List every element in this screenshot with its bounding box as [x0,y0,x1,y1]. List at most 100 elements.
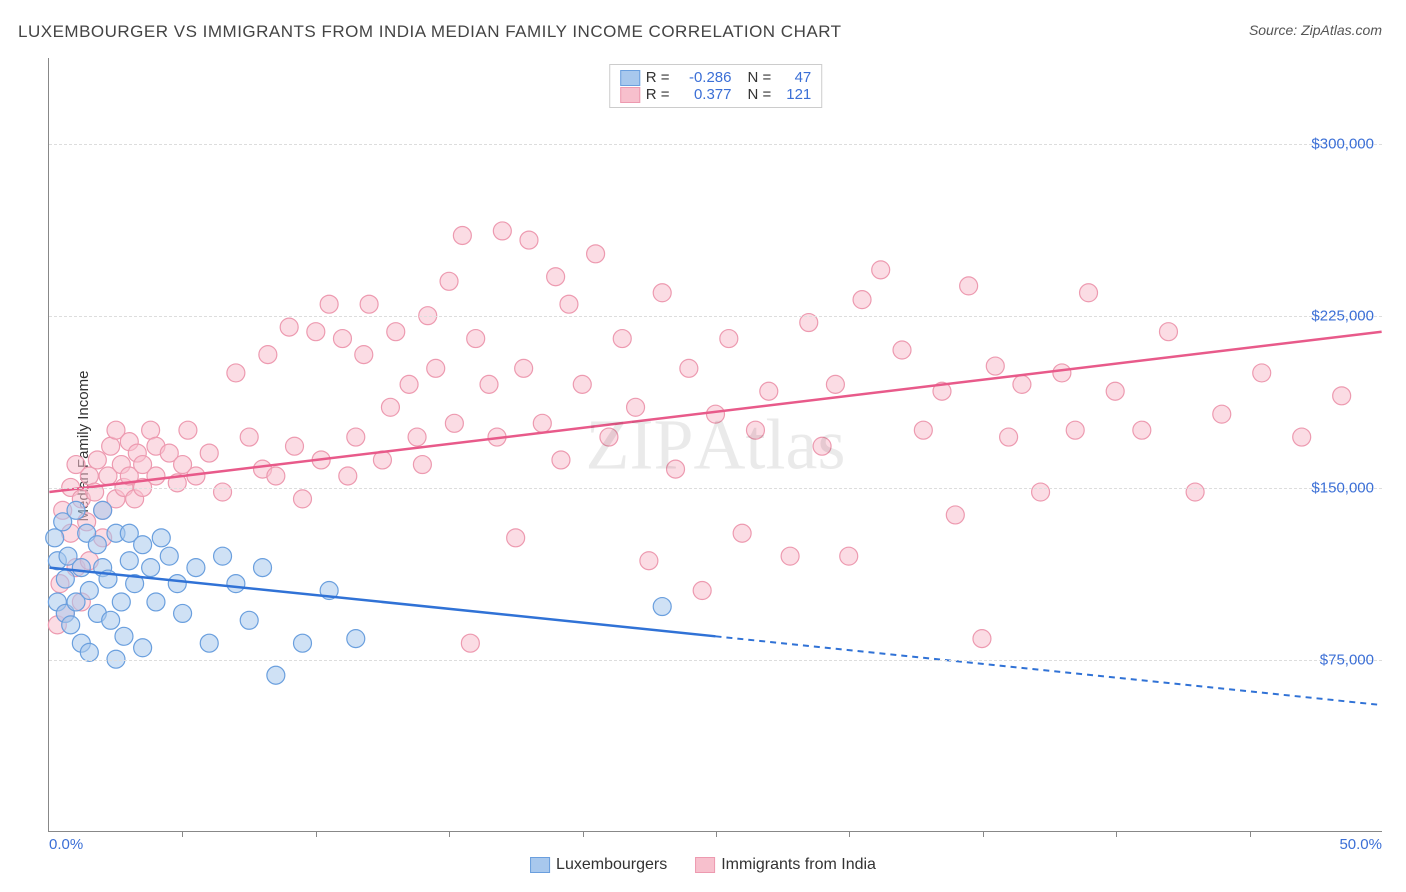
scatter-point [134,639,152,657]
scatter-point [142,559,160,577]
scatter-point [80,643,98,661]
legend-item: Luxembourgers [530,856,667,874]
scatter-point [720,330,738,348]
legend-swatch [695,857,715,873]
r-label: R = [646,69,670,86]
scatter-point [1293,428,1311,446]
scatter-point [333,330,351,348]
scatter-point [667,460,685,478]
scatter-point [613,330,631,348]
n-label: N = [748,69,772,86]
x-tick [1250,831,1251,837]
scatter-point [280,318,298,336]
scatter-point [254,559,272,577]
scatter-point [640,552,658,570]
scatter-point [80,582,98,600]
scatter-point [94,501,112,519]
scatter-point [88,536,106,554]
legend-stats-row: R =0.377N =121 [620,86,812,103]
scatter-point [480,375,498,393]
scatter-point [707,405,725,423]
regression-line-extrapolated [716,636,1382,705]
scatter-point [355,346,373,364]
chart-area: ZIPAtlas R =-0.286N =47R =0.377N =121 $7… [48,58,1382,832]
scatter-point [62,616,80,634]
scatter-point [1066,421,1084,439]
scatter-point [120,552,138,570]
scatter-point [381,398,399,416]
scatter-point [112,593,130,611]
scatter-point [67,501,85,519]
scatter-point [400,375,418,393]
scatter-point [179,421,197,439]
scatter-point [547,268,565,286]
regression-line [49,332,1381,492]
scatter-point [294,634,312,652]
scatter-point [88,451,106,469]
n-value: 121 [777,86,811,103]
scatter-point [826,375,844,393]
scatter-point [1213,405,1231,423]
scatter-point [1080,284,1098,302]
scatter-point [307,323,325,341]
n-value: 47 [777,69,811,86]
scatter-point [147,593,165,611]
scatter-point [960,277,978,295]
scatter-point [1133,421,1151,439]
x-tick [983,831,984,837]
scatter-point [102,611,120,629]
legend-stats-box: R =-0.286N =47R =0.377N =121 [609,64,823,108]
scatter-point [56,570,74,588]
scatter-point [46,529,64,547]
scatter-point [267,666,285,684]
x-tick [449,831,450,837]
scatter-point [1053,364,1071,382]
scatter-point [746,421,764,439]
scatter-point [1333,387,1351,405]
scatter-point [240,611,258,629]
scatter-point [200,444,218,462]
legend-label: Luxembourgers [556,856,667,874]
legend-swatch [530,857,550,873]
scatter-point [560,295,578,313]
scatter-point [1013,375,1031,393]
scatter-point [227,364,245,382]
scatter-point [227,575,245,593]
x-max-label: 50.0% [1339,836,1382,853]
scatter-point [347,428,365,446]
scatter-point [445,414,463,432]
scatter-point [200,634,218,652]
chart-title: LUXEMBOURGER VS IMMIGRANTS FROM INDIA ME… [18,22,842,42]
scatter-point [733,524,751,542]
scatter-point [493,222,511,240]
scatter-point [187,559,205,577]
scatter-point [1186,483,1204,501]
x-tick [316,831,317,837]
scatter-point [294,490,312,508]
scatter-point [1000,428,1018,446]
scatter-point [587,245,605,263]
scatter-point [152,529,170,547]
scatter-point [520,231,538,249]
legend-item: Immigrants from India [695,856,876,874]
scatter-point [627,398,645,416]
x-tick [716,831,717,837]
scatter-point [440,272,458,290]
scatter-plot-svg [49,58,1382,831]
scatter-point [147,467,165,485]
scatter-point [347,630,365,648]
scatter-point [320,295,338,313]
scatter-point [781,547,799,565]
gridline [49,488,1382,489]
scatter-point [680,359,698,377]
scatter-point [986,357,1004,375]
legend-swatch [620,70,640,86]
scatter-point [214,483,232,501]
scatter-point [168,575,186,593]
scatter-point [973,630,991,648]
scatter-point [1253,364,1271,382]
scatter-point [102,437,120,455]
scatter-point [840,547,858,565]
scatter-point [286,437,304,455]
scatter-point [160,547,178,565]
